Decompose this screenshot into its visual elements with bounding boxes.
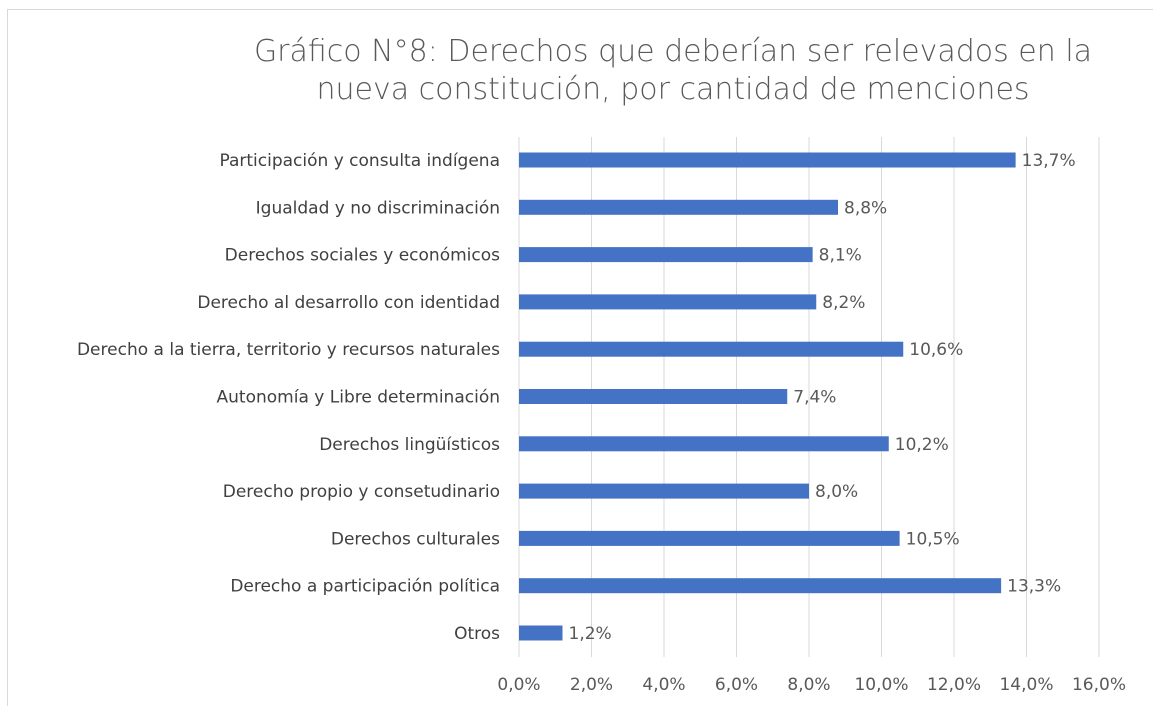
x-tick-label: 8,0% [787, 675, 830, 695]
bar [519, 294, 817, 310]
bar [519, 578, 1002, 594]
x-tick-label: 2,0% [570, 675, 613, 695]
x-tick-label: 4,0% [642, 675, 685, 695]
category-label: Derechos culturales [331, 529, 500, 549]
category-label: Derecho a participación política [230, 577, 500, 597]
bar [519, 530, 900, 546]
data-label: 10,5% [906, 529, 960, 549]
category-label: Autonomía y Libre determinación [217, 388, 500, 408]
category-label: Igualdad y no discriminación [256, 198, 500, 218]
data-label: 1,2% [569, 624, 612, 644]
data-label: 8,1% [819, 246, 862, 266]
category-label: Otros [454, 624, 500, 644]
chart-title-line-1: Gráfico N°8: Derechos que deberían ser r… [253, 34, 1093, 69]
category-label: Derecho a la tierra, territorio y recurs… [77, 340, 500, 360]
category-label: Derechos sociales y económicos [225, 246, 500, 266]
category-label: Derechos lingüísticos [319, 435, 500, 455]
x-tick-label: 12,0% [927, 675, 981, 695]
x-tick-label: 14,0% [999, 675, 1053, 695]
x-tick-label: 6,0% [715, 675, 758, 695]
data-label: 10,6% [909, 340, 963, 360]
category-label: Derecho propio y consetudinario [223, 482, 500, 502]
x-tick-label: 10,0% [854, 675, 908, 695]
bar [519, 247, 813, 263]
chart-frame [7, 9, 1153, 706]
bar [519, 199, 838, 215]
data-label: 8,0% [815, 482, 858, 502]
data-label: 13,7% [1022, 151, 1076, 171]
data-label: 8,8% [844, 198, 887, 218]
data-label: 10,2% [895, 435, 949, 455]
data-label: 13,3% [1007, 577, 1061, 597]
x-tick-label: 16,0% [1072, 675, 1126, 695]
bar [519, 152, 1016, 168]
data-label: 8,2% [822, 293, 865, 313]
bar [519, 341, 904, 357]
bar [519, 483, 809, 499]
category-label: Derecho al desarrollo con identidad [197, 293, 500, 313]
data-label: 7,4% [793, 388, 836, 408]
category-label: Participación y consulta indígena [220, 151, 501, 171]
chart-title-line-2: nueva constitución, por cantidad de menc… [316, 72, 1030, 107]
bar [519, 625, 563, 641]
bar [519, 389, 788, 404]
chart-title: Gráfico N°8: Derechos que deberían ser r… [200, 33, 1146, 109]
bar [519, 436, 889, 452]
x-tick-label: 0,0% [497, 675, 540, 695]
